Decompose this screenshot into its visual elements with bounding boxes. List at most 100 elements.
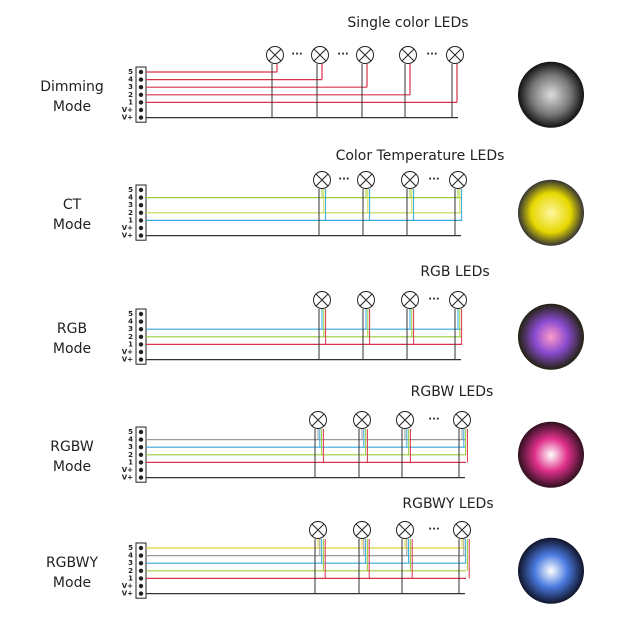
led-cross (359, 173, 373, 187)
terminal-screw (138, 460, 144, 465)
terminal-screw (138, 467, 144, 473)
led-title: RGBWY LEDs (402, 496, 493, 512)
terminal-label: V+ (122, 224, 133, 232)
ellipsis: ··· (428, 294, 439, 305)
terminal-screw (138, 77, 144, 82)
terminal-screw (138, 583, 144, 589)
terminal-label: 1 (128, 216, 133, 224)
mode-photo (518, 61, 584, 128)
mode-photo (518, 537, 584, 604)
mode-photo (518, 303, 584, 370)
led-cross (311, 523, 325, 537)
terminal-label: 5 (128, 428, 133, 436)
ellipsis: ··· (338, 174, 349, 185)
terminal-label: 3 (128, 443, 133, 451)
led-cross (315, 173, 329, 187)
led-cross (311, 413, 325, 427)
terminal-screw (138, 591, 144, 596)
terminal-label: 1 (128, 98, 133, 106)
terminal-label: 3 (128, 559, 133, 567)
terminal-label: 1 (128, 340, 133, 348)
terminal-screw (138, 327, 144, 332)
terminal-screw (138, 334, 144, 339)
led-cross (401, 48, 415, 62)
mode-label: Mode (53, 341, 91, 357)
terminal-screw (138, 85, 144, 90)
terminal-label: V+ (122, 590, 133, 598)
terminal-screw (138, 115, 144, 120)
terminal-screw (138, 561, 144, 566)
mode-label: Dimming (40, 79, 104, 95)
led-cross (315, 293, 329, 307)
terminal-screw (138, 203, 144, 208)
terminal-label: 4 (128, 318, 133, 326)
terminal-label: 5 (128, 68, 133, 76)
led-cross (451, 293, 465, 307)
terminal-screw (138, 319, 144, 324)
led-cross (358, 48, 372, 62)
terminal-label: 2 (128, 209, 133, 217)
led-title: RGB LEDs (420, 264, 489, 280)
terminal-label: V+ (122, 466, 133, 474)
led-cross (313, 48, 327, 62)
led-cross (268, 48, 282, 62)
terminal-screw (138, 210, 144, 215)
terminal-screw (138, 311, 144, 317)
led-cross (359, 293, 373, 307)
terminal-screw (138, 349, 144, 355)
terminal-screw (138, 545, 144, 551)
terminal-label: 4 (128, 194, 133, 202)
ellipsis: ··· (428, 414, 439, 425)
terminal-screw (138, 437, 144, 442)
terminal-screw (138, 92, 144, 98)
terminal-label: 5 (128, 310, 133, 318)
terminal-label: 4 (128, 552, 133, 560)
mode-label: RGBWY (46, 555, 99, 571)
terminal-label: 2 (128, 333, 133, 341)
terminal-label: V+ (122, 106, 133, 114)
terminal-screw (138, 429, 144, 435)
terminal-label: V+ (122, 348, 133, 356)
terminal-label: 2 (128, 451, 133, 459)
terminal-screw (138, 107, 144, 113)
terminal-screw (138, 342, 144, 347)
terminal-label: 3 (128, 325, 133, 333)
led-title: Single color LEDs (347, 15, 468, 31)
mode-label: CT (63, 197, 82, 213)
mode-label: Mode (53, 575, 91, 591)
terminal-label: V+ (122, 356, 133, 364)
led-cross (398, 523, 412, 537)
mode-label: RGBW (50, 439, 94, 455)
terminal-screw (138, 568, 144, 573)
terminal-screw (138, 233, 144, 238)
terminal-label: V+ (122, 582, 133, 590)
mode-label: Mode (53, 459, 91, 475)
terminal-screw (138, 452, 144, 457)
led-cross (403, 173, 417, 187)
led-cross (451, 173, 465, 187)
terminal-label: 4 (128, 436, 133, 444)
ellipsis: ··· (337, 49, 348, 60)
led-cross (455, 523, 469, 537)
led-title: Color Temperature LEDs (336, 148, 505, 164)
terminal-screw (138, 445, 144, 450)
terminal-label: 3 (128, 83, 133, 91)
terminal-label: 1 (128, 574, 133, 582)
terminal-screw (138, 100, 144, 105)
led-cross (403, 293, 417, 307)
terminal-label: 3 (128, 201, 133, 209)
terminal-screw (138, 187, 144, 193)
mode-label: Mode (53, 99, 91, 115)
terminal-screw (138, 576, 144, 581)
terminal-screw (138, 357, 144, 362)
led-cross (355, 523, 369, 537)
led-cross (455, 413, 469, 427)
terminal-label: 2 (128, 567, 133, 575)
terminal-label: V+ (122, 232, 133, 240)
ellipsis: ··· (291, 49, 302, 60)
terminal-screw (138, 218, 144, 223)
